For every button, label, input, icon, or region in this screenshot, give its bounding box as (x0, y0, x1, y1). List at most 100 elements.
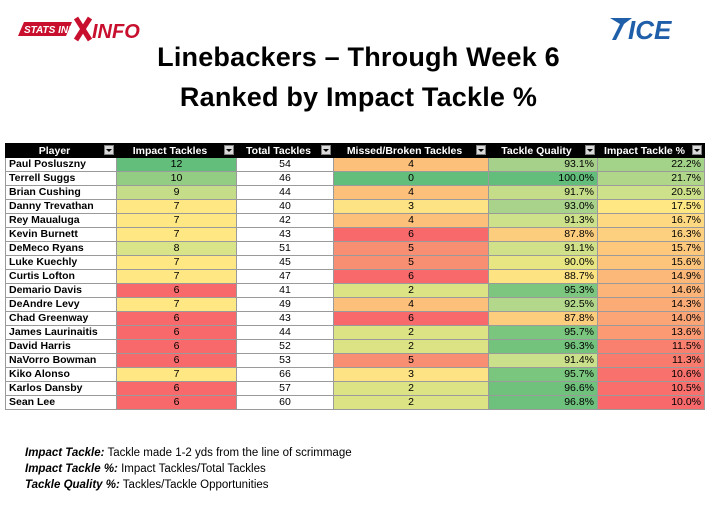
impact-tackle-pct-cell: 14.3% (597, 297, 705, 312)
missed-tackles-cell: 2 (333, 395, 489, 410)
table-row: Kevin Burnett 7 43 6 87.8% 16.3% (5, 227, 705, 242)
filter-active-icon[interactable] (321, 145, 331, 155)
player-name-cell: Chad Greenway (5, 311, 117, 326)
tackle-quality-cell: 96.6% (488, 381, 598, 396)
missed-tackles-cell: 4 (333, 185, 489, 200)
total-tackles-cell: 53 (236, 353, 334, 368)
missed-tackles-cell: 4 (333, 297, 489, 312)
column-header-missed-broken[interactable]: Missed/Broken Tackles (333, 143, 489, 158)
player-name-cell: Danny Trevathan (5, 199, 117, 214)
page-subtitle: Ranked by Impact Tackle % (179, 82, 538, 112)
total-tackles-cell: 40 (236, 199, 334, 214)
total-tackles-cell: 44 (236, 325, 334, 340)
impact-tackle-pct-cell: 22.2% (597, 157, 705, 172)
player-name-cell: Curtis Lofton (5, 269, 117, 284)
impact-tackle-pct-cell: 14.6% (597, 283, 705, 298)
tackle-quality-cell: 93.1% (488, 157, 598, 172)
column-header-impact-tackle-pct[interactable]: Impact Tackle % (597, 143, 705, 158)
player-name-cell: Sean Lee (5, 395, 117, 410)
table-row: Curtis Lofton 7 47 6 88.7% 14.9% (5, 269, 705, 284)
table-row: Paul Posluszny 12 54 4 93.1% 22.2% (5, 157, 705, 172)
missed-tackles-cell: 2 (333, 325, 489, 340)
player-name-cell: Kiko Alonso (5, 367, 117, 382)
tackle-quality-cell: 91.7% (488, 185, 598, 200)
tackle-quality-cell: 87.8% (488, 311, 598, 326)
stats-info-logo: STATS INFO INFO (18, 16, 140, 43)
impact-tackles-cell: 6 (116, 353, 237, 368)
player-name-cell: Luke Kuechly (5, 255, 117, 270)
ice-logo: ICE (610, 15, 672, 45)
player-name-cell: DeAndre Levy (5, 297, 117, 312)
impact-tackles-cell: 7 (116, 255, 237, 270)
player-name-cell: Terrell Suggs (5, 171, 117, 186)
column-header-total-tackles[interactable]: Total Tackles (236, 143, 334, 158)
impact-tackles-cell: 6 (116, 395, 237, 410)
table-row: DeAndre Levy 7 49 4 92.5% 14.3% (5, 297, 705, 312)
total-tackles-cell: 42 (236, 213, 334, 228)
player-name-cell: James Laurinaitis (5, 325, 117, 340)
impact-tackles-cell: 10 (116, 171, 237, 186)
impact-tackle-pct-cell: 20.5% (597, 185, 705, 200)
table-row: Terrell Suggs 10 46 0 100.0% 21.7% (5, 171, 705, 186)
table-row: Chad Greenway 6 43 6 87.8% 14.0% (5, 311, 705, 326)
filter-dropdown-icon[interactable] (476, 145, 486, 155)
tackle-quality-cell: 91.1% (488, 241, 598, 256)
impact-tackle-pct-cell: 14.9% (597, 269, 705, 284)
missed-tackles-cell: 5 (333, 241, 489, 256)
impact-tackles-cell: 7 (116, 227, 237, 242)
player-name-cell: Brian Cushing (5, 185, 117, 200)
impact-tackles-cell: 8 (116, 241, 237, 256)
sort-descending-icon[interactable] (692, 145, 702, 155)
tackle-quality-cell: 90.0% (488, 255, 598, 270)
total-tackles-cell: 66 (236, 367, 334, 382)
player-name-cell: Demario Davis (5, 283, 117, 298)
impact-tackles-cell: 6 (116, 283, 237, 298)
impact-tackles-cell: 6 (116, 381, 237, 396)
filter-dropdown-icon[interactable] (104, 145, 114, 155)
player-name-cell: Kevin Burnett (5, 227, 117, 242)
tackle-quality-cell: 96.8% (488, 395, 598, 410)
column-header-tackle-quality[interactable]: Tackle Quality (488, 143, 598, 158)
impact-tackles-cell: 7 (116, 199, 237, 214)
impact-tackles-cell: 7 (116, 269, 237, 284)
total-tackles-cell: 44 (236, 185, 334, 200)
missed-tackles-cell: 4 (333, 157, 489, 172)
impact-tackle-pct-cell: 14.0% (597, 311, 705, 326)
player-name-cell: NaVorro Bowman (5, 353, 117, 368)
filter-dropdown-icon[interactable] (585, 145, 595, 155)
table-row: Brian Cushing 9 44 4 91.7% 20.5% (5, 185, 705, 200)
table-row: Karlos Dansby 6 57 2 96.6% 10.5% (5, 381, 705, 396)
missed-tackles-cell: 5 (333, 255, 489, 270)
svg-text:INFO: INFO (92, 21, 140, 43)
player-name-cell: Karlos Dansby (5, 381, 117, 396)
tackle-quality-cell: 95.7% (488, 367, 598, 382)
impact-tackle-pct-cell: 15.6% (597, 255, 705, 270)
table-row: Sean Lee 6 60 2 96.8% 10.0% (5, 395, 705, 410)
impact-tackles-cell: 9 (116, 185, 237, 200)
missed-tackles-cell: 5 (333, 353, 489, 368)
total-tackles-cell: 43 (236, 227, 334, 242)
total-tackles-cell: 47 (236, 269, 334, 284)
impact-tackles-cell: 6 (116, 311, 237, 326)
column-header-player[interactable]: Player (5, 143, 117, 158)
tackle-quality-cell: 100.0% (488, 171, 598, 186)
total-tackles-cell: 52 (236, 339, 334, 354)
impact-tackle-pct-cell: 17.5% (597, 199, 705, 214)
total-tackles-cell: 57 (236, 381, 334, 396)
tackle-quality-cell: 91.4% (488, 353, 598, 368)
total-tackles-cell: 41 (236, 283, 334, 298)
player-name-cell: Rey Maualuga (5, 213, 117, 228)
player-name-cell: David Harris (5, 339, 117, 354)
filter-dropdown-icon[interactable] (224, 145, 234, 155)
impact-tackles-cell: 7 (116, 367, 237, 382)
impact-tackle-pct-cell: 16.3% (597, 227, 705, 242)
table-row: Kiko Alonso 7 66 3 95.7% 10.6% (5, 367, 705, 382)
player-name-cell: DeMeco Ryans (5, 241, 117, 256)
impact-tackle-pct-cell: 10.0% (597, 395, 705, 410)
footnote-impact-tackle: Impact Tackle: Tackle made 1-2 yds from … (25, 447, 352, 459)
tackle-quality-cell: 95.7% (488, 325, 598, 340)
column-header-impact-tackles[interactable]: Impact Tackles (116, 143, 237, 158)
total-tackles-cell: 51 (236, 241, 334, 256)
footnote-tackle-quality: Tackle Quality %: Tackles/Tackle Opportu… (25, 479, 269, 491)
ice-text: ICE (628, 15, 672, 45)
